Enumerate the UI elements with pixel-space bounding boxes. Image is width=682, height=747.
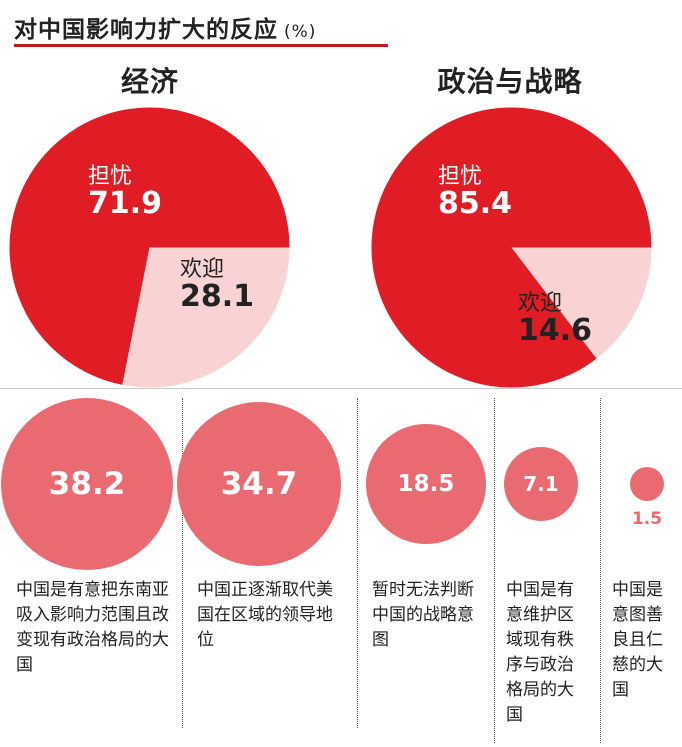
pie-politics-welcome-name: 欢迎 <box>518 291 563 316</box>
bubble-3: 18.5 <box>366 424 486 544</box>
bubble-1: 38.2 <box>1 398 173 570</box>
bubble-label-3: 暂时无法判断中国的战略意图 <box>372 580 474 650</box>
bubble-2: 34.7 <box>177 402 341 566</box>
pie-economy-welcome-label: 欢迎 28.1 <box>180 258 254 313</box>
pie-politics-welcome-label: 欢迎 14.6 <box>518 292 592 347</box>
bubble-value-1: 38.2 <box>48 466 126 502</box>
column-separator-2 <box>357 398 358 728</box>
bubble-value-4: 7.1 <box>523 471 559 496</box>
pie-politics-worry-name: 担忧 <box>438 164 483 189</box>
section-divider <box>0 388 682 389</box>
bubble-5 <box>629 466 665 502</box>
bubble-value-5: 1.5 <box>631 509 663 530</box>
bubble-value-2: 34.7 <box>220 465 298 502</box>
chart-title: 对中国影响力扩大的反应 (%) <box>14 10 316 44</box>
pie-economy <box>9 107 290 388</box>
chart-title-text: 对中国影响力扩大的反应 <box>14 17 278 43</box>
bubble-value-3: 18.5 <box>397 470 455 497</box>
pie-politics-worry-value: 85.4 <box>438 186 513 222</box>
title-underline <box>14 44 388 47</box>
pie-economy-worry-label: 担忧 71.9 <box>88 165 162 220</box>
column-separator-4 <box>600 398 601 743</box>
pie-economy-title: 经济 <box>120 65 179 98</box>
unit-label: (%) <box>284 22 317 42</box>
pie-economy-worry-value: 71.9 <box>88 186 163 222</box>
pie-politics-welcome-value: 14.6 <box>518 313 593 349</box>
bubble-label-1: 中国是有意把东南亚吸入影响力范围且改变现有政治格局的大国 <box>16 580 169 675</box>
bubble-label-4: 中国是有意维护区域现有秩序与政治格局的大国 <box>506 580 574 725</box>
bubble-4: 7.1 <box>503 446 579 522</box>
pie-economy-worry-slice <box>9 107 290 385</box>
pie-politics-title: 政治与战略 <box>437 65 583 98</box>
pie-politics <box>371 107 652 388</box>
column-separator-3 <box>494 398 495 743</box>
column-separator-1 <box>182 398 183 728</box>
pie-economy-welcome-slice <box>122 247 290 388</box>
pie-economy-worry-name: 担忧 <box>88 164 133 189</box>
pie-economy-welcome-value: 28.1 <box>180 279 255 315</box>
pie-politics-welcome-slice <box>511 247 652 359</box>
pie-economy-welcome-name: 欢迎 <box>180 257 225 282</box>
bubble-label-2: 中国正逐渐取代美国在区域的领导地位 <box>197 580 333 650</box>
bubble-label-5: 中国是意图善良且仁慈的大国 <box>612 580 663 700</box>
pie-politics-worry-label: 担忧 85.4 <box>438 165 512 220</box>
